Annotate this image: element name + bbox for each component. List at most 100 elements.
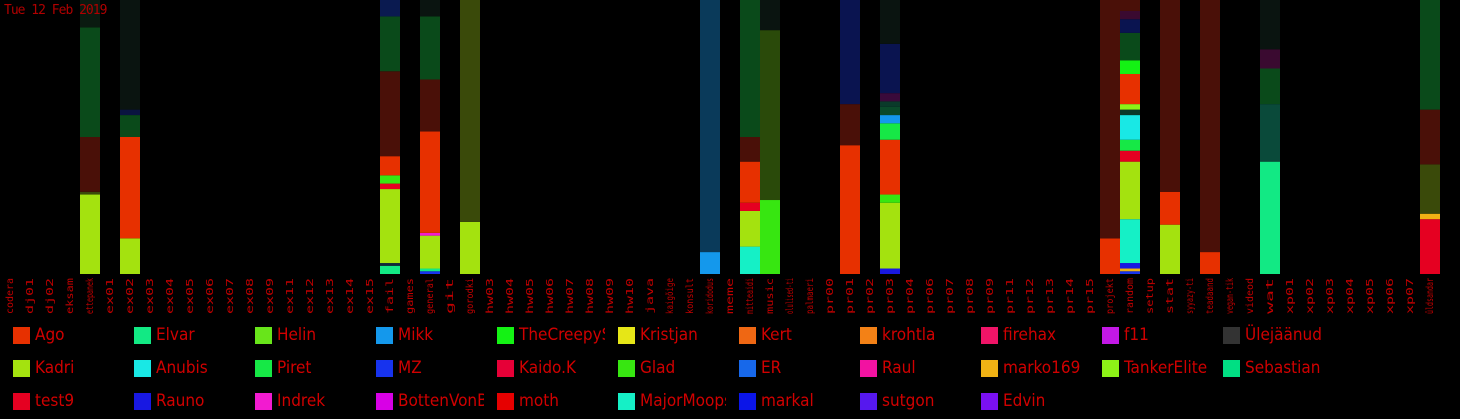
legend-item: f11: [1089, 322, 1210, 348]
bar-segment: [840, 145, 860, 274]
bar-segment: [1120, 268, 1140, 272]
legend-swatch: [376, 392, 393, 410]
legend-label: Edvin: [1003, 391, 1046, 411]
legend-label: MZ: [398, 358, 422, 378]
bar-random: [1120, 0, 1140, 274]
bar-segment: [120, 109, 140, 116]
legend-item: ER: [726, 355, 847, 381]
category-tick-label: pr01: [845, 278, 856, 314]
legend-label: krohtla: [882, 325, 936, 345]
category-tick-label: hw04: [505, 278, 516, 314]
bar-segment: [760, 0, 780, 31]
category-tick-label: codera: [5, 278, 16, 314]
bar-segment: [1260, 49, 1280, 69]
category-tick-label: meme: [725, 278, 736, 314]
chart-area: codera dj01 dj02 eksam ettepanek ex01 ex02 ex03…: [5, 0, 1440, 314]
bar-segment: [740, 0, 760, 137]
category-tick-label: ex14: [345, 278, 356, 314]
bar-segment: [1120, 139, 1140, 151]
category-tick-label: pr15: [1085, 278, 1096, 314]
legend-label: TheCreepySh: [519, 325, 605, 345]
category-tick-label: pr12: [1025, 278, 1036, 314]
legend-label: Piret: [277, 358, 312, 378]
bar-segment: [880, 106, 900, 116]
bar-segment: [1160, 0, 1180, 192]
bar-segment: [1120, 115, 1140, 140]
bar-stat: [1160, 0, 1180, 274]
bar-segment: [420, 232, 440, 236]
category-tick-label: setup: [1145, 278, 1156, 314]
bar-segment: [740, 246, 760, 274]
category-tick-label: ex02: [125, 278, 136, 314]
category-tick-label: konsult: [685, 278, 696, 314]
bar-segment: [1260, 0, 1280, 50]
bar-segment: [1120, 104, 1140, 110]
bar-segment: [1260, 161, 1280, 274]
legend-item: TankerElite: [1089, 355, 1210, 381]
bar-segment: [1200, 252, 1220, 274]
legend-swatch: [134, 359, 151, 377]
legend-item: Raul: [847, 355, 968, 381]
bar-segment: [1120, 73, 1140, 105]
legend-item: MZ: [363, 355, 484, 381]
bar-segment: [80, 27, 100, 137]
bar-gorodki: [460, 0, 480, 274]
category-tick-label: teadaand: [1205, 278, 1216, 314]
category-tick-label: pr03: [885, 278, 896, 314]
bar-segment: [700, 252, 720, 274]
legend-label: Kert: [761, 325, 792, 345]
bar-segment: [1260, 68, 1280, 105]
category-tick-label: üldsandar: [1425, 278, 1436, 314]
bar-segment: [1200, 0, 1220, 253]
legend-swatch: [1223, 326, 1240, 344]
category-tick-label: dj01: [25, 278, 36, 314]
bar-segment: [760, 200, 780, 274]
bar-segment: [740, 202, 760, 211]
legend-swatch: [497, 359, 514, 377]
legend-item: Sebastian: [1210, 355, 1331, 381]
legend-item: Piret: [242, 355, 363, 381]
category-tick-label: ex04: [165, 278, 176, 314]
legend-swatch: [860, 392, 877, 410]
legend-item: BottenVonBot: [363, 388, 484, 414]
category-tick-label: pr00: [825, 278, 836, 314]
legend-swatch: [255, 392, 272, 410]
legend-item: Indrek: [242, 388, 363, 414]
bar-segment: [120, 137, 140, 239]
bar-segment: [80, 0, 100, 28]
legend-item: Rauno: [121, 388, 242, 414]
category-tick-label: xp03: [1325, 278, 1336, 314]
legend-label: TankerElite: [1124, 358, 1208, 378]
legend-item: Kadri: [0, 355, 121, 381]
legend-label: Rauno: [156, 391, 205, 411]
category-tick-label: hw06: [545, 278, 556, 314]
legend-label: Raul: [882, 358, 916, 378]
bar-segment: [1120, 32, 1140, 61]
legend-label: MajorMoopsy: [640, 391, 726, 411]
category-tick-label: xp02: [1305, 278, 1316, 314]
legend-item: TheCreepySh: [484, 322, 605, 348]
bar-segment: [880, 123, 900, 140]
category-tick-label: xp01: [1285, 278, 1296, 314]
legend-swatch: [13, 359, 30, 377]
bar-segment: [380, 175, 400, 184]
legend-label: f11: [1124, 325, 1149, 345]
bar-segment: [420, 0, 440, 17]
category-tick-label: pr11: [1005, 278, 1016, 314]
bar-segment: [1420, 213, 1440, 220]
bar-segment: [80, 194, 100, 274]
legend-item: krohtla: [847, 322, 968, 348]
category-tick-label: pr04: [905, 278, 916, 314]
category-tick-label: kaigõige: [665, 278, 676, 314]
legend-item: Glad: [605, 355, 726, 381]
bar-segment: [420, 16, 440, 80]
bar-segment: [460, 221, 480, 274]
category-tick-label: videod: [1245, 278, 1256, 314]
bar-segment: [420, 131, 440, 233]
legend-label: Mikk: [398, 325, 434, 345]
legend-label: Ago: [35, 325, 65, 345]
legend-swatch: [618, 359, 635, 377]
legend-swatch: [981, 392, 998, 410]
category-tick-label: hw05: [525, 278, 536, 314]
legend-item: Ago: [0, 322, 121, 348]
